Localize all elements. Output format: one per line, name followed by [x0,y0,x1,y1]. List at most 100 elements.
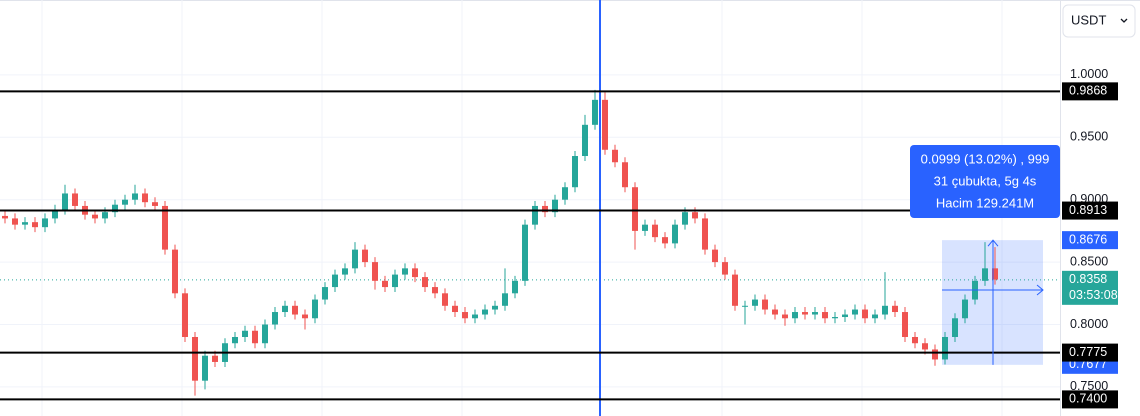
candle-body [872,314,878,319]
candle-body [462,312,468,319]
candle-body [542,205,548,213]
candle-body [642,224,648,231]
candle-body [612,149,618,163]
candle-body [442,293,448,306]
candle-body [482,309,488,315]
candle-body [552,199,558,213]
candle-body [212,355,218,362]
candle-body [502,293,508,306]
candle-body [782,314,788,319]
tooltip-line: 0.0999 (13.02%) , 999 [921,151,1050,166]
candle-body [792,312,798,319]
candle-body [662,237,668,244]
candle-body [602,99,608,150]
candle-body [592,99,598,125]
candle-body [932,349,938,360]
candle-body [432,287,438,294]
level-label-box [1062,390,1118,409]
candle-body [922,343,928,350]
level-label-box [1062,82,1118,101]
candle-body [762,299,768,310]
candle-body [132,193,138,200]
candle-body [632,187,638,231]
candle-body [172,249,178,294]
candle-body [2,215,8,219]
candle-body [162,205,168,250]
candle-body [802,312,808,315]
candle-body [822,312,828,319]
candle-body [572,156,578,188]
y-tick-label: 1.0000 [1070,67,1108,81]
candle-body [142,193,148,203]
candle-body [342,268,348,275]
candle-body [272,312,278,325]
tooltip-line: 31 çubukta, 5g 4s [934,173,1037,188]
candle-body [402,268,408,275]
y-tick-label: 0.8500 [1070,254,1108,268]
candle-body [192,336,198,381]
price-label-box [1062,270,1118,305]
candle-body [842,314,848,318]
candle-body [282,305,288,313]
candle-body [92,214,98,219]
measure-tooltip [910,145,1060,218]
candle-body [202,355,208,381]
candle-body [292,305,298,315]
arrow-head [987,239,999,247]
level-label-box [1062,343,1118,362]
candle-body [812,312,818,315]
candle-body [42,218,48,228]
currency-box[interactable] [1062,4,1136,38]
candle-body [942,336,948,360]
candle-body [102,212,108,219]
arrow-head [1036,284,1044,296]
candle-body [962,299,968,319]
y-tick-label: 0.7500 [1070,379,1108,393]
candle-body [32,222,38,228]
chevron [1120,18,1128,23]
candle-body [512,280,518,294]
tooltip-line: Hacim 129.241M [936,195,1034,210]
y-tick-label: 0.9500 [1070,130,1108,144]
candle-body [322,287,328,300]
candle-body [522,224,528,281]
candle-body [832,317,838,319]
candle-body [72,193,78,206]
vertical-grid [41,0,1003,416]
candle-body [52,209,58,219]
y-tick-label: 0.8000 [1070,317,1108,331]
measure-label-box [1062,231,1118,250]
candle-body [362,249,368,263]
candle-body [952,318,958,337]
level-label: 0.7400 [1069,392,1107,406]
currency-label[interactable]: USDT [1071,12,1106,27]
candle-body [452,305,458,313]
candle-body [992,268,998,280]
candle-body [182,293,188,337]
candle-body [772,309,778,315]
candle-body [672,224,678,244]
candle-body [852,309,858,315]
candle-body [562,187,568,200]
level-label: 0.8913 [1069,203,1107,217]
candle-body [882,305,888,315]
candle-body [152,202,158,206]
candle-body [302,314,308,319]
candle-body [982,268,988,281]
price-label: 0.8358 [1069,272,1107,286]
candle-body [902,312,908,337]
candle-body [862,309,868,319]
candle-body [652,224,658,238]
candle-body [372,262,378,281]
candle-body [752,299,758,306]
candle-body [242,330,248,337]
currency-select[interactable]: USDT [1062,4,1136,38]
candle-body [262,324,268,344]
candle-body [692,212,698,219]
candle-body [702,218,708,250]
candle-body [492,305,498,310]
measure-label: 0.8676 [1069,232,1107,246]
candle-body [742,305,748,307]
